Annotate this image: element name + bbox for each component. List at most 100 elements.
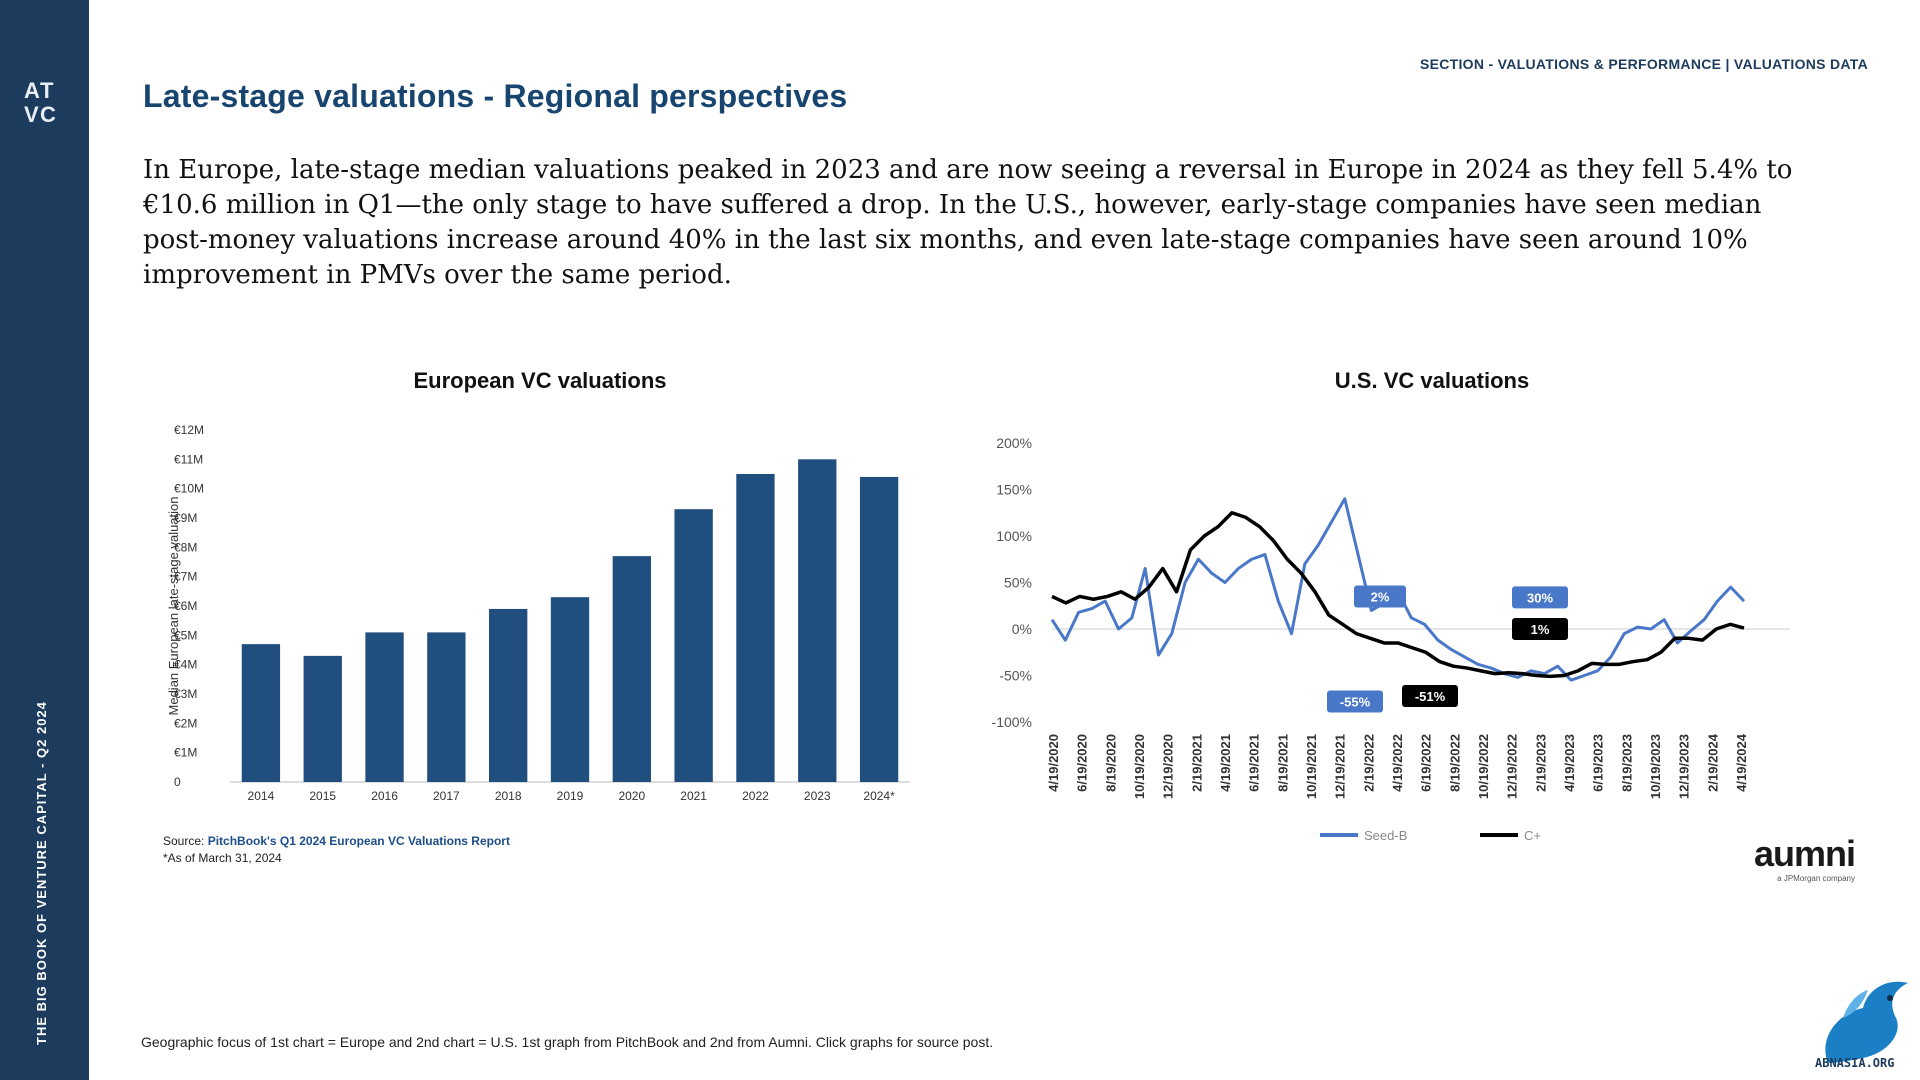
- eu-xtick-label: 2024*: [863, 789, 895, 803]
- us-ytick-label: 200%: [996, 435, 1032, 451]
- svg-text:C: C: [40, 102, 56, 127]
- eu-xtick-label: 2021: [680, 789, 707, 803]
- eu-xtick-label: 2015: [309, 789, 336, 803]
- atvc-logo: A T V C: [24, 78, 56, 127]
- us-callout-label: 1%: [1531, 622, 1550, 637]
- us-xtick-label: 12/19/2022: [1505, 734, 1520, 799]
- eu-ytick-label: €2M: [174, 716, 197, 730]
- us-xtick-label: 4/19/2024: [1734, 733, 1749, 792]
- us-xtick-label: 6/19/2020: [1075, 734, 1090, 792]
- eu-bar: [798, 459, 837, 782]
- eu-bar: [241, 644, 281, 782]
- us-callout: -55%: [1327, 690, 1383, 713]
- eu-bar: [550, 597, 590, 782]
- us-xtick-label: 8/19/2022: [1447, 734, 1462, 792]
- eu-ytick-label: €7M: [174, 570, 197, 584]
- us-callout: 30%: [1512, 586, 1568, 609]
- us-xtick-label: 10/19/2020: [1132, 734, 1147, 799]
- us-xtick-label: 10/19/2021: [1304, 734, 1319, 799]
- us-callout-box: [1354, 585, 1406, 608]
- eu-ytick-label: €8M: [174, 540, 197, 554]
- us-xtick-label: 8/19/2020: [1103, 734, 1118, 792]
- us-xtick-label: 12/19/2020: [1161, 734, 1176, 799]
- us-xtick-label: 8/19/2023: [1619, 734, 1634, 792]
- eu-ytick-label: €4M: [174, 658, 197, 672]
- eu-source-link[interactable]: PitchBook's Q1 2024 European VC Valuatio…: [207, 834, 510, 848]
- us-callout-box: [1327, 690, 1383, 713]
- us-xtick-label: 6/19/2021: [1247, 734, 1262, 792]
- eu-bar: [612, 556, 651, 782]
- c-plus-line: [1051, 511, 1745, 679]
- us-chart-title: U.S. VC valuations: [1334, 368, 1530, 393]
- eu-bar: [427, 632, 466, 782]
- eu-ytick-label: €5M: [174, 628, 197, 642]
- bird-logo-icon: [1825, 981, 1908, 1063]
- us-callout-box: [1512, 586, 1568, 609]
- page-title: Late-stage valuations - Regional perspec…: [143, 78, 848, 114]
- us-ytick-label: -100%: [992, 714, 1032, 730]
- eu-xtick-label: 2022: [742, 789, 769, 803]
- aumni-logo: aumni a JPMorgan company: [1745, 833, 1856, 884]
- eu-xtick-label: 2018: [495, 789, 522, 803]
- us-xtick-label: 4/19/2020: [1046, 734, 1061, 792]
- eu-xtick-label: 2020: [618, 789, 645, 803]
- eu-bar: [365, 632, 404, 782]
- eu-xtick-label: 2017: [433, 789, 460, 803]
- us-valuations-chart[interactable]: -100% -50% 0% 50% 100% 150% 200% 4/19/2020 6/19/…: [980, 425, 1890, 865]
- us-callout-box: [1512, 618, 1568, 640]
- eu-source: Source: PitchBook's Q1 2024 European VC …: [163, 834, 510, 848]
- eu-bar: [859, 476, 899, 782]
- eu-bar: [303, 655, 342, 782]
- eu-ylabel: Median European late-stage valuation: [166, 497, 181, 716]
- eu-ytick-label: €6M: [174, 599, 197, 613]
- eu-ytick-label: €3M: [174, 687, 197, 701]
- us-xtick-label: 4/19/2022: [1390, 734, 1405, 792]
- footnote: Geographic focus of 1st chart = Europe a…: [141, 1034, 994, 1050]
- us-callout: -51%: [1402, 684, 1458, 707]
- eu-xtick-label: 2023: [804, 789, 831, 803]
- us-ytick-label: 0%: [1012, 621, 1032, 637]
- us-xtick-label: 6/19/2022: [1419, 734, 1434, 792]
- us-callout-label: 30%: [1527, 590, 1553, 605]
- eu-ytick-label: 0: [174, 775, 181, 789]
- eu-ytick-label: €11M: [174, 452, 203, 466]
- european-valuations-chart[interactable]: 0 €1M €2M €3M €4M €5M €6M €7M €8M €9M €10M €11M €12M…: [160, 415, 920, 820]
- us-xtick-label: 10/19/2022: [1476, 734, 1491, 799]
- us-xtick-label: 2/19/2024: [1705, 733, 1720, 792]
- us-ytick-label: 50%: [1004, 575, 1032, 591]
- sidebar: A T V C THE BIG BOOK OF VENTURE CAPITAL …: [0, 0, 89, 1080]
- us-legend-label: Seed-B: [1364, 828, 1407, 843]
- svg-text:T: T: [40, 78, 54, 103]
- eu-note: *As of March 31, 2024: [163, 851, 282, 865]
- eu-source-prefix: Source:: [163, 834, 208, 848]
- us-callout: 2%: [1354, 585, 1406, 608]
- eu-xtick-label: 2014: [248, 789, 275, 803]
- us-xtick-label: 4/19/2021: [1218, 734, 1233, 792]
- eu-xtick-label: 2019: [557, 789, 584, 803]
- us-xtick-label: 10/19/2023: [1648, 734, 1663, 799]
- us-callout: 1%: [1512, 618, 1568, 640]
- us-xtick-label: 2/19/2023: [1533, 734, 1548, 792]
- eu-chart-title: European VC valuations: [413, 368, 667, 393]
- svg-text:A: A: [24, 78, 40, 103]
- us-ytick-label: 150%: [996, 482, 1032, 498]
- us-xtick-label: 8/19/2021: [1275, 734, 1290, 792]
- eu-bar: [736, 474, 775, 782]
- eu-bar: [489, 608, 528, 782]
- section-label: SECTION - VALUATIONS & PERFORMANCE | VAL…: [1419, 56, 1868, 72]
- us-legend-label: C+: [1524, 828, 1541, 843]
- eu-bar: [674, 509, 713, 782]
- aumni-subtitle: a JPMorgan company: [1777, 874, 1855, 883]
- intro-paragraph: In Europe, late-stage median valuations …: [143, 155, 1793, 290]
- eu-xtick-label: 2016: [371, 789, 398, 803]
- us-callout-label: -51%: [1415, 689, 1446, 704]
- us-xtick-label: 12/19/2021: [1333, 734, 1348, 799]
- eu-ytick-label: €9M: [174, 511, 197, 525]
- svg-text:V: V: [24, 102, 39, 127]
- us-callout-label: 2%: [1371, 589, 1390, 604]
- aumni-wordmark: aumni: [1753, 833, 1856, 874]
- us-xtick-label: 2/19/2022: [1361, 734, 1376, 792]
- eu-ytick-label: €12M: [174, 423, 204, 437]
- us-callout-label: -55%: [1340, 695, 1371, 710]
- sidebar-publication-label: THE BIG BOOK OF VENTURE CAPITAL - Q2 202…: [34, 701, 49, 1045]
